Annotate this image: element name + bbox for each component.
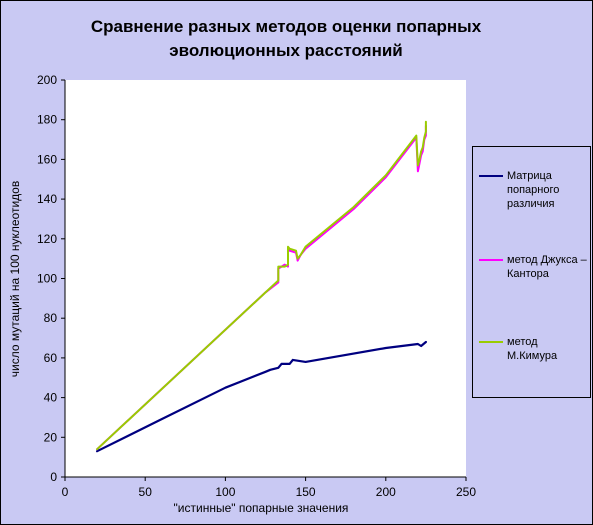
chart-title: Сравнение разных методов оценки попарных… <box>71 15 501 63</box>
y-tick-label: 60 <box>44 351 58 365</box>
legend-label-1: Матрица попарного различия <box>507 169 589 211</box>
legend-swatch-1 <box>479 175 503 177</box>
y-axis: 0 20 40 60 80 100 120 140 160 180 200 <box>37 73 66 484</box>
legend-label-2: метод Джукса – Кантора <box>507 253 589 281</box>
x-tick-label: 0 <box>62 485 69 499</box>
y-tick-label: 0 <box>50 470 57 484</box>
chart-title-line-2: эволюционных расстояний <box>169 41 403 60</box>
x-tick-label: 100 <box>215 485 235 499</box>
plot-area <box>65 80 466 477</box>
legend-swatch-3 <box>479 341 503 343</box>
y-tick-label: 80 <box>44 311 58 325</box>
x-axis: 0 50 100 150 200 250 <box>62 476 476 499</box>
y-tick-label: 160 <box>37 152 57 166</box>
x-tick-label: 50 <box>139 485 153 499</box>
y-tick-label: 20 <box>44 430 58 444</box>
y-tick-label: 100 <box>37 272 57 286</box>
y-tick-label: 120 <box>37 232 57 246</box>
chart-title-line-1: Сравнение разных методов оценки попарных <box>90 17 482 36</box>
series-line-1 <box>95 340 427 453</box>
legend-label-line: Кантора <box>507 268 549 280</box>
y-tick-label: 40 <box>44 391 58 405</box>
y-tick-label: 200 <box>37 73 57 87</box>
legend-label-line: Матрица <box>507 170 552 182</box>
legend: Матрица попарного различия метод Джукса – Ка… <box>472 146 591 398</box>
y-axis-title: число мутаций на 100 нуклеотидов <box>8 181 22 377</box>
y-tick-label: 140 <box>37 192 57 206</box>
x-axis-title: "истинные" попарные значения <box>174 501 349 515</box>
x-tick-label: 250 <box>456 485 476 499</box>
legend-label-line: попарного <box>507 184 560 196</box>
legend-label-line: метод Джукса – <box>507 254 587 266</box>
series-group <box>95 120 427 453</box>
legend-swatch-2 <box>479 259 503 261</box>
x-tick-label: 150 <box>296 485 316 499</box>
series-line-3 <box>96 120 427 451</box>
y-tick-label: 180 <box>37 113 57 127</box>
legend-label-3: метод М.Кимура <box>507 335 589 363</box>
x-tick-label: 200 <box>376 485 396 499</box>
legend-label-line: метод М.Кимура <box>507 336 558 362</box>
legend-label-line: различия <box>507 198 555 210</box>
